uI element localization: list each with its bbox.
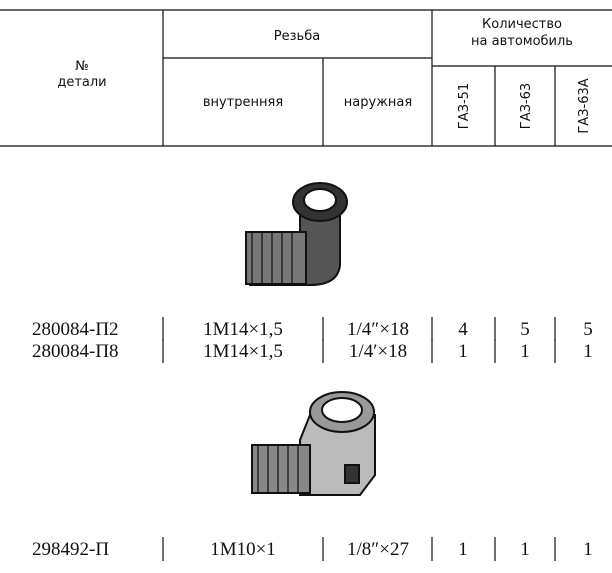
header-rules	[0, 9, 612, 147]
cell: 1/8″×27	[347, 539, 409, 560]
part-number: 280084-П2	[32, 319, 119, 340]
cell: 1М14×1,5	[203, 341, 283, 362]
header-quantity: Количество	[482, 17, 562, 32]
cell: 1	[583, 539, 593, 560]
cell: 1/4″×18	[347, 319, 409, 340]
header-external: наружная	[344, 95, 412, 110]
cell: 1	[520, 539, 530, 560]
header-quantity: на автомобиль	[471, 34, 573, 49]
cell: 1	[458, 341, 468, 362]
header-part-no: №	[75, 59, 89, 74]
cell: 1М10×1	[210, 539, 276, 560]
fitting-elbow-image	[245, 182, 348, 286]
header-part-no: детали	[57, 75, 106, 90]
cell: 1	[458, 539, 468, 560]
cell: 1/4′×18	[349, 341, 407, 362]
cell: 1М14×1,5	[203, 319, 283, 340]
cell: 1	[583, 341, 593, 362]
part-number: 280084-П8	[32, 341, 119, 362]
cell: 5	[583, 319, 593, 340]
header-model: ГАЗ-63А	[577, 78, 592, 133]
cell: 4	[458, 319, 468, 340]
table-body: 280084-П2 1М14×1,5 1/4″×18 4 5 5 280084-П8 1М14…	[32, 317, 593, 561]
fitting-tee-image	[251, 391, 376, 496]
header-model: ГАЗ-51	[457, 83, 472, 129]
header-thread: Резьба	[274, 29, 320, 44]
cell: 5	[520, 319, 530, 340]
part-number: 298492-П	[32, 539, 109, 560]
header-model: ГАЗ-63	[519, 83, 534, 129]
cell: 1	[520, 341, 530, 362]
header-internal: внутренняя	[203, 95, 283, 110]
